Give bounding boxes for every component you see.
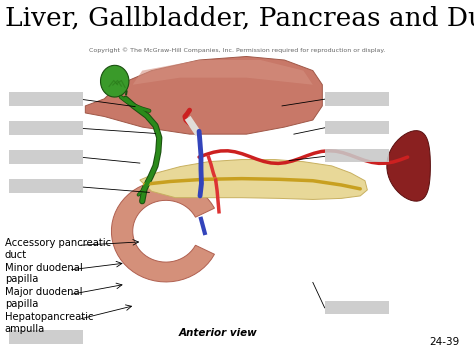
Text: Liver, Gallbladder, Pancreas and Ducts: Liver, Gallbladder, Pancreas and Ducts — [5, 5, 474, 30]
Text: Copyright © The McGraw-Hill Companies, Inc. Permission required for reproduction: Copyright © The McGraw-Hill Companies, I… — [89, 48, 385, 53]
Bar — [325, 92, 389, 106]
Polygon shape — [140, 160, 367, 199]
Text: Hepatopancreatic
ampulla: Hepatopancreatic ampulla — [5, 312, 93, 334]
Text: Minor duodenal
papilla: Minor duodenal papilla — [5, 263, 82, 285]
Polygon shape — [111, 180, 214, 282]
Bar — [9, 179, 83, 193]
Bar — [325, 149, 389, 162]
Polygon shape — [133, 60, 313, 85]
Polygon shape — [100, 65, 129, 97]
Text: Major duodenal
papilla: Major duodenal papilla — [5, 287, 82, 309]
Bar — [325, 121, 389, 134]
Bar — [9, 150, 83, 164]
Polygon shape — [387, 131, 430, 201]
Bar — [9, 121, 83, 135]
Bar — [9, 330, 83, 344]
Bar — [325, 301, 389, 314]
Bar — [9, 92, 83, 106]
Polygon shape — [85, 56, 322, 134]
Text: Accessory pancreatic
duct: Accessory pancreatic duct — [5, 238, 111, 260]
Text: Anterior view: Anterior view — [179, 328, 257, 338]
Text: 24-39: 24-39 — [429, 337, 460, 347]
